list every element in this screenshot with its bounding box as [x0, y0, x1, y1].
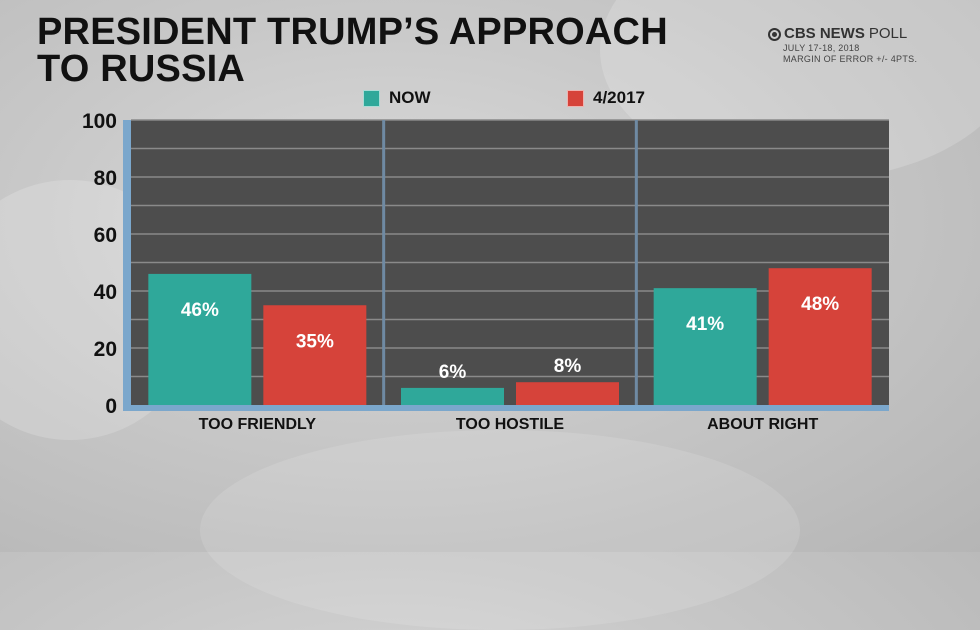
- data-label: 6%: [439, 362, 467, 383]
- chart-legend: NOW 4/2017: [0, 88, 980, 112]
- bar-apr2017: [263, 305, 367, 405]
- legend-label-apr2017: 4/2017: [593, 88, 645, 107]
- legend-swatch-now: [363, 89, 380, 107]
- x-axis-line: [123, 405, 889, 411]
- bar-apr2017: [768, 268, 872, 405]
- y-tick-label: 80: [94, 167, 117, 190]
- source-margin: MARGIN OF ERROR +/- 4PTS.: [783, 54, 918, 64]
- y-tick-label: 0: [105, 395, 117, 418]
- y-tick-label: 20: [94, 338, 117, 361]
- data-label: 35%: [296, 331, 334, 352]
- source-brand-name: CBS NEWS: [784, 25, 865, 42]
- source-credit: CBS NEWS POLL JULY 17-18, 2018 MARGIN OF…: [768, 25, 917, 65]
- y-axis-line: [123, 120, 131, 411]
- chart-title: PRESIDENT TRUMP’S APPROACH TO RUSSIA: [37, 11, 668, 90]
- y-tick-label: 60: [94, 224, 117, 247]
- x-category-label: TOO HOSTILE: [456, 416, 564, 433]
- source-dates: JULY 17-18, 2018: [783, 43, 860, 53]
- bar-now: [653, 288, 757, 405]
- bar-apr2017: [516, 382, 619, 405]
- cbs-eye-icon: [768, 27, 781, 41]
- legend-swatch-apr2017: [567, 89, 584, 107]
- data-label: 46%: [181, 300, 219, 321]
- legend-label-now: NOW: [389, 88, 431, 107]
- data-label: 48%: [801, 294, 839, 315]
- x-category-label: TOO FRIENDLY: [199, 416, 317, 433]
- bar-now: [148, 273, 252, 405]
- bar-now: [401, 387, 504, 405]
- source-brand: CBS NEWS POLL: [768, 25, 917, 43]
- y-tick-label: 100: [82, 110, 117, 133]
- y-tick-label: 40: [94, 281, 117, 304]
- bar-chart: 0 20 40 60 80 100 46% 35% TOO FRIENDLY 6% 8% TOO HO…: [82, 110, 889, 433]
- legend-item-now: NOW: [363, 88, 431, 108]
- x-category-label: ABOUT RIGHT: [707, 416, 818, 433]
- source-brand-suffix: POLL: [868, 25, 908, 42]
- legend-item-apr2017: 4/2017: [567, 88, 645, 108]
- data-label: 41%: [686, 314, 724, 335]
- data-label: 8%: [554, 356, 582, 377]
